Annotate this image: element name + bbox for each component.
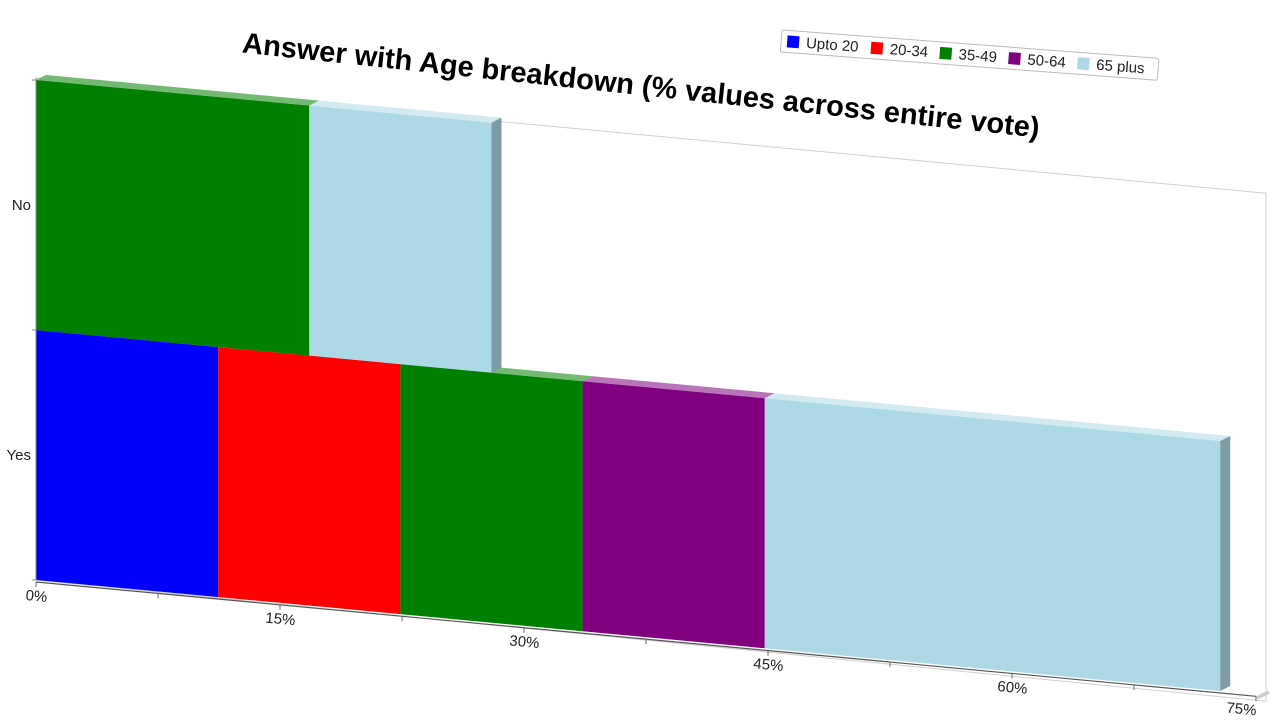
- bar-yes-side: [1220, 435, 1231, 691]
- bar-yes-65-plus[interactable]: [764, 393, 1231, 691]
- bar-no-35-49[interactable]: [36, 75, 320, 356]
- legend[interactable]: Upto 20 20-34 35-49 50-64 65 plus: [779, 29, 1160, 81]
- bars-group: [36, 75, 1231, 691]
- legend-label: 65 plus: [1096, 57, 1146, 78]
- legend-item-20-34[interactable]: 20-34: [870, 40, 929, 61]
- x-tick-label: 15%: [265, 610, 296, 630]
- bar-no-65-plus[interactable]: [309, 100, 502, 373]
- bar-yes-35-49[interactable]: [400, 359, 593, 632]
- x-tick-label: 45%: [753, 655, 784, 675]
- bar-yes-50-64[interactable]: [582, 376, 775, 649]
- x-tick-label: 75%: [1226, 700, 1257, 720]
- x-tick-label: 30%: [509, 632, 540, 652]
- legend-label: 20-34: [889, 41, 929, 61]
- legend-swatch: [1076, 57, 1090, 71]
- legend-item-35-49[interactable]: 35-49: [939, 45, 998, 66]
- legend-label: Upto 20: [805, 35, 859, 56]
- legend-swatch: [939, 46, 953, 60]
- bar-yes-upto-20[interactable]: [36, 325, 229, 598]
- legend-swatch: [1008, 52, 1021, 65]
- axes-group: Yes No 0% 15% 30% 45% 60% 75%: [7, 78, 1270, 719]
- legend-item-65-plus[interactable]: 65 plus: [1076, 55, 1146, 78]
- x-tick-label: 60%: [997, 678, 1028, 698]
- x-axis-floor-edge: [1256, 690, 1270, 700]
- legend-swatch: [786, 35, 800, 49]
- category-label-no: No: [12, 197, 31, 214]
- bar-yes-20-34[interactable]: [218, 342, 411, 615]
- legend-item-upto-20[interactable]: Upto 20: [786, 33, 859, 56]
- legend-swatch: [870, 41, 884, 55]
- legend-label: 35-49: [958, 46, 998, 66]
- category-label-yes: Yes: [7, 447, 31, 464]
- bar-no-side: [491, 117, 502, 373]
- legend-item-50-64[interactable]: 50-64: [1008, 50, 1066, 71]
- x-tick-label: 0%: [25, 587, 48, 606]
- legend-label: 50-64: [1027, 52, 1067, 72]
